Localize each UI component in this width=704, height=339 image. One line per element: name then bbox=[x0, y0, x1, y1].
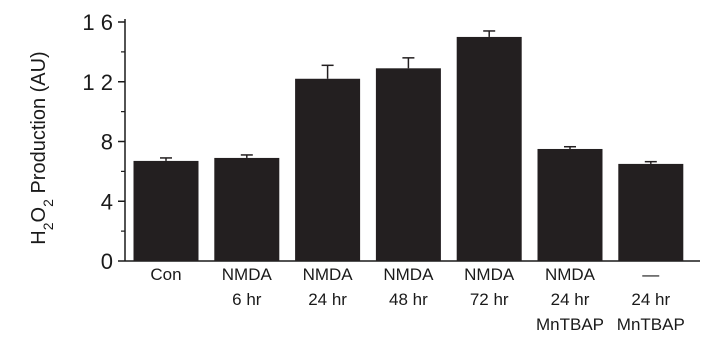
error-bar bbox=[564, 145, 576, 149]
error-bars bbox=[160, 30, 657, 164]
error-bar bbox=[160, 157, 172, 161]
x-tick-labels: Con NMDA 6 hr NMDA 24 hr NMDA 48 hr NMDA 72 hr NM… bbox=[150, 265, 684, 334]
y-tick-label: 1 2 bbox=[82, 70, 113, 95]
bar bbox=[133, 160, 199, 261]
error-bar bbox=[402, 57, 415, 69]
x-tick-label: — bbox=[642, 265, 659, 284]
bar bbox=[375, 68, 441, 262]
y-axis-label: H2O2 Production (AU) bbox=[28, 51, 56, 244]
x-tick-label: 24 hr bbox=[551, 290, 590, 309]
x-tick-label: MnTBAP bbox=[617, 315, 685, 334]
bar bbox=[214, 157, 280, 261]
x-tick-label: NMDA bbox=[545, 265, 596, 284]
error-bar bbox=[240, 154, 253, 158]
y-tick-label: 4 bbox=[101, 189, 113, 214]
bar bbox=[295, 78, 361, 261]
x-tick-label: 6 hr bbox=[232, 290, 262, 309]
x-tick-label: NMDA bbox=[303, 265, 354, 284]
error-bar bbox=[483, 30, 496, 37]
y-tick-label: 8 bbox=[101, 130, 113, 155]
x-tick-label: 72 hr bbox=[470, 290, 509, 309]
x-tick-label: NMDA bbox=[464, 265, 515, 284]
y-tick-label: 1 6 bbox=[82, 10, 113, 35]
bar bbox=[456, 36, 522, 261]
error-bar bbox=[321, 64, 334, 79]
bars bbox=[133, 36, 684, 262]
error-bar bbox=[644, 160, 657, 164]
x-tick-label: NMDA bbox=[222, 265, 273, 284]
x-tick-label: Con bbox=[150, 265, 181, 284]
x-tick-label: 24 hr bbox=[308, 290, 347, 309]
x-tick-label: MnTBAP bbox=[536, 315, 604, 334]
bar bbox=[618, 163, 684, 261]
x-tick-label: NMDA bbox=[383, 265, 434, 284]
bar bbox=[537, 148, 603, 261]
x-tick-label: 48 hr bbox=[389, 290, 428, 309]
x-tick-label: 24 hr bbox=[631, 290, 670, 309]
y-tick-label: 0 bbox=[101, 249, 113, 274]
